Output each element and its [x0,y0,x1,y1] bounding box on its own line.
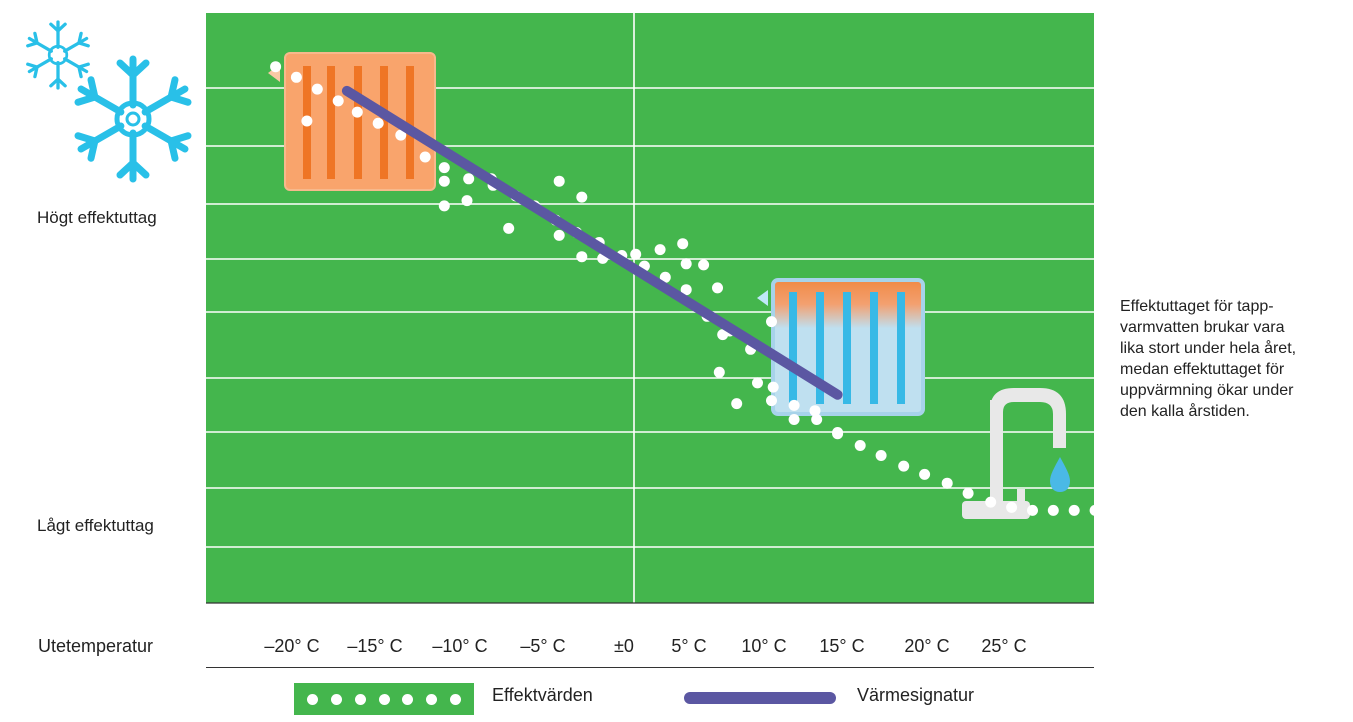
effektvarde-point [461,195,473,207]
effektvarde-point [985,496,997,508]
x-tick-label: 15° C [819,636,865,656]
x-tick-label: 25° C [981,636,1027,656]
effektvarde-point [395,129,407,141]
effektvarde-point [438,200,450,212]
effektvarde-point [898,460,910,472]
varmesignatur-line [341,85,843,400]
effektvarde-point [438,175,450,187]
effektvarde-point [463,173,475,185]
water-drop-icon [1050,457,1070,492]
snowflake-small-icon [23,20,93,90]
legend-dot [306,693,318,705]
effektvarde-point [875,450,887,461]
legend-dot [330,693,342,705]
effektvarde-point [788,414,800,425]
annotation-line: uppvärmning ökar under [1120,382,1294,399]
effektvarde-point [438,162,450,174]
effektvarde-point [766,395,777,407]
effektvarde-point [919,468,931,480]
effektvarde-point [576,251,588,263]
effektvarde-point [372,117,384,129]
effektvarde-point [809,405,821,417]
effektvarde-point [332,95,344,107]
effektvarde-point [419,151,431,163]
effektvarde-point [1027,504,1038,516]
effektvarde-point [1047,504,1059,516]
effektvarde-point [1006,501,1018,513]
legend-label-effektvarden: Effektvärden [492,685,593,705]
varmesignatur-series [341,85,843,400]
annotation-line: varmvatten brukar vara [1120,319,1285,336]
effektvarde-point [941,477,953,489]
x-tick-label: 20° C [904,636,950,656]
annotation-line: lika stort under hela året, [1120,340,1297,357]
snowflake-icon [75,55,192,179]
legend-dot [426,693,438,705]
effektvarde-point [767,381,779,393]
effektvarde-point [680,258,692,270]
effektvarde-point [1133,504,1145,516]
effektvarde-point [752,377,763,389]
hot-radiator-icon [268,52,436,191]
effektvarde-point [654,244,666,256]
effektvarde-point [698,259,710,271]
effektvarde-point [832,427,844,438]
effektvarde-point [1089,504,1101,516]
effektvarde-point [290,71,302,83]
legend-dot [378,693,390,705]
x-tick-label: ±0 [614,636,634,656]
effektvarde-point [731,398,743,410]
effektvarde-point [630,248,642,260]
x-tick-label: –5° C [520,636,566,656]
effektvarde-point [713,366,725,378]
effektvarde-point [553,175,565,187]
effektvarde-point [301,115,313,127]
annotation-text: Effektuttaget för tapp- varmvatten bruka… [1120,296,1345,422]
legend-dot [450,693,462,705]
effektvarde-point [677,238,689,250]
effektvarde-point [766,316,777,328]
effektvarde-point [503,222,515,234]
effektvarde-point [854,440,866,451]
legend-swatch-varmesignatur [684,692,836,704]
effektvarde-point [659,271,671,283]
y-label-low: Lågt effektuttag [37,516,154,535]
effektvarde-point [712,282,723,294]
legend-dot [402,693,414,705]
x-tick-label: –10° C [432,636,488,656]
effektvarde-point [311,83,323,95]
effektvarde-point [717,329,729,341]
annotation-line: medan effektuttaget för [1120,361,1285,378]
annotation-line: den kalla årstiden. [1120,403,1250,420]
annotation-line: Effektuttaget för tapp- [1120,298,1274,315]
x-axis-title: Utetemperatur [38,636,154,656]
x-tick-label: –20° C [264,636,320,656]
x-tick-label: 5° C [671,636,707,656]
effektvarde-point [811,414,823,425]
effektvarde-point [962,487,974,499]
effektvarde-point [576,191,588,203]
effektvarde-point [680,284,692,296]
effektvarde-point [553,229,565,241]
x-tick-label: 10° C [741,636,787,656]
legend-divider [206,667,1094,668]
legend-swatch-effektvarden [294,683,474,715]
legend-label-varmesignatur: Värmesignatur [857,685,975,705]
effektvarde-point [788,399,800,411]
effektvarde-point [1112,504,1124,516]
effektvarde-point [270,61,282,73]
x-tick-label: –15° C [347,636,403,656]
effektvarde-point [1068,504,1080,516]
effektvarde-point [351,106,363,118]
y-label-high: Högt effektuttag [37,208,157,227]
legend-dot [354,693,366,705]
